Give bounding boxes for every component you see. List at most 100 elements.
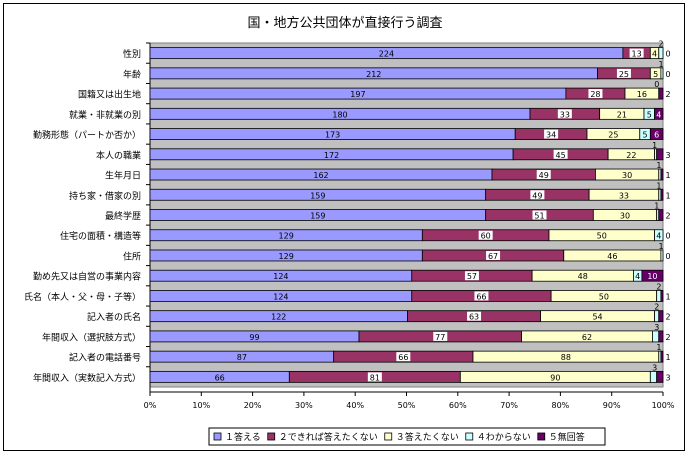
category-label: 勤め先又は自営の事業内容 (33, 271, 141, 283)
data-label: 50 (597, 232, 607, 241)
data-label: 0 (665, 252, 670, 261)
data-label: 159 (310, 191, 325, 200)
data-label-background (629, 48, 644, 58)
data-label: 1 (656, 161, 661, 170)
data-label-background (467, 311, 482, 321)
data-label: 1 (665, 171, 670, 180)
data-label: 66 (476, 292, 486, 301)
category-label: 年齢 (123, 68, 141, 80)
data-label: 3 (665, 373, 670, 382)
legend-swatch (213, 432, 222, 441)
data-label: 33 (560, 110, 570, 119)
x-tick-label: 0% (144, 401, 157, 410)
data-label: 90 (550, 373, 560, 382)
data-label: 48 (578, 272, 588, 281)
data-label: 13 (632, 50, 642, 59)
data-label: 5 (653, 70, 658, 79)
x-tick-label: 40% (346, 401, 364, 410)
data-label-background (474, 291, 489, 301)
data-label-background (532, 210, 547, 220)
data-label: 1 (656, 343, 661, 352)
data-label: 0 (654, 80, 659, 89)
data-label: 129 (279, 232, 294, 241)
bar-segment (660, 67, 664, 80)
data-label: 197 (350, 90, 365, 99)
plot-area: 0% 10% 20% 30% 40% 50% 60% 70% 80% 90% 100%性別 224 13… (24, 40, 675, 410)
data-label: 224 (379, 50, 394, 59)
bar-segment (649, 370, 658, 383)
data-label: 99 (249, 333, 259, 342)
category-label: 性別 (123, 48, 141, 60)
legend-label: ５無回答 (549, 431, 585, 443)
bar-segment (656, 370, 664, 383)
data-label: 3 (665, 151, 670, 160)
data-label: 2 (665, 212, 670, 221)
data-label: 81 (370, 373, 380, 382)
data-label: 51 (534, 212, 544, 221)
data-label: 87 (237, 353, 247, 362)
data-label: 34 (546, 131, 556, 140)
data-label: 67 (488, 252, 498, 261)
category-label: 年間収入（実数記入方式） (33, 372, 141, 384)
data-label: 1 (658, 242, 663, 251)
data-label: 0 (665, 50, 670, 59)
data-label-background (536, 170, 551, 180)
x-tick-label: 50% (398, 401, 416, 410)
data-label-background (478, 230, 493, 240)
legend-label: ３答えたくない (396, 431, 459, 443)
x-tick-label: 70% (500, 401, 518, 410)
data-label: 0 (665, 70, 670, 79)
data-label: 173 (325, 131, 340, 140)
data-label: 172 (324, 151, 339, 160)
data-label-background (396, 352, 411, 362)
bar-segment (654, 229, 664, 242)
data-label: 22 (626, 151, 636, 160)
category-label: 生年月日 (105, 170, 141, 182)
data-label: 2 (654, 303, 659, 312)
data-label-background (557, 109, 572, 119)
data-label: 49 (539, 171, 549, 180)
category-label: 住所 (123, 250, 141, 262)
legend-label: １答える (225, 431, 261, 443)
data-label: 124 (273, 272, 288, 281)
data-label: 49 (532, 191, 542, 200)
data-label: 33 (619, 191, 629, 200)
data-label: 2 (665, 90, 670, 99)
x-tick-label: 30% (295, 401, 313, 410)
data-label: 50 (599, 292, 609, 301)
data-label: 66 (215, 373, 225, 382)
data-label: 1 (652, 141, 657, 150)
legend-label: ２できれば答えたくない (279, 431, 378, 443)
bar-segment (658, 87, 664, 100)
bar-segment (652, 330, 660, 343)
data-label-background (530, 190, 545, 200)
bar-segment (649, 128, 664, 140)
data-label: 45 (556, 151, 566, 160)
data-label: 122 (271, 313, 286, 322)
data-label: 25 (619, 70, 629, 79)
data-label: 21 (617, 110, 627, 119)
x-tick-label: 80% (552, 401, 570, 410)
category-label: 住宅の面積・構造等 (60, 230, 141, 242)
data-label: 28 (590, 90, 600, 99)
data-label: 4 (656, 110, 661, 119)
data-label: 6 (654, 131, 659, 140)
data-label: 2 (658, 40, 663, 49)
bar-segment (658, 209, 664, 221)
x-tick-label: 10% (192, 401, 210, 410)
data-label: 63 (469, 313, 479, 322)
bar-segment (658, 330, 664, 343)
data-label: 77 (435, 333, 445, 342)
data-label: 30 (622, 171, 632, 180)
bar-segment (660, 249, 664, 262)
bar-segment (656, 290, 662, 302)
data-label: 2 (665, 313, 670, 322)
category-label: 記入者の電話番号 (69, 352, 141, 364)
data-label: 88 (561, 353, 571, 362)
data-label-background (544, 129, 559, 139)
data-label-background (486, 250, 501, 260)
legend-box (208, 427, 606, 446)
bar-segment (660, 350, 664, 363)
legend-swatch (537, 432, 546, 441)
x-tick-label: 20% (244, 401, 262, 410)
